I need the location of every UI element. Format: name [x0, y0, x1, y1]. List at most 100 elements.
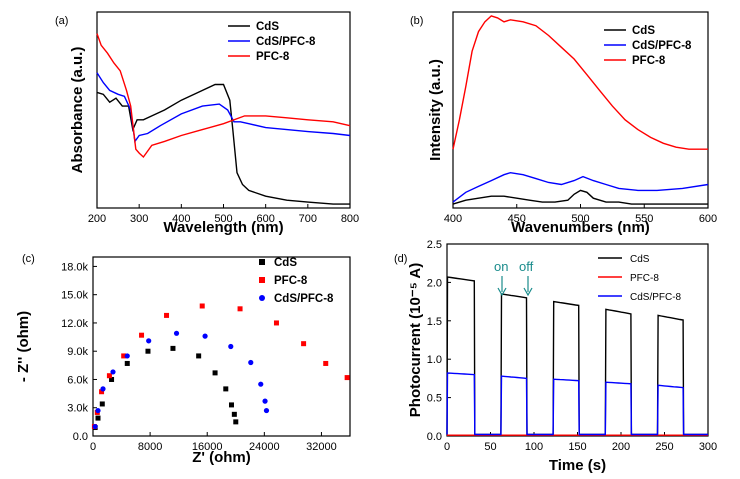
panel-d-legend-label: PFC-8 — [630, 273, 659, 284]
panel-c-xtick-label: 32000 — [306, 441, 337, 453]
panel-c-legend-label: PFC-8 — [274, 275, 308, 287]
panel-c-data-point — [228, 402, 234, 408]
panel-b-label: (b) — [410, 15, 423, 27]
panel-a-xtick-label: 400 — [172, 213, 190, 225]
panel-d-ylabel: Photocurrent (10⁻⁵ A) — [407, 263, 424, 417]
panel-c-data-point — [263, 407, 270, 414]
panel-b-legend-label: CdS/PFC-8 — [632, 40, 692, 52]
panel-c-legend-marker — [259, 259, 265, 265]
panel-c-data-point — [202, 333, 208, 339]
panel-d-series-line — [446, 372, 708, 436]
panel-c-data-point — [139, 332, 145, 338]
panel-b-xlabel: Wavenumbers (nm) — [511, 219, 650, 236]
panel-b-xtick-label: 450 — [508, 213, 526, 225]
panel-b-series-line — [452, 15, 708, 150]
panel-d-label: (d) — [394, 253, 407, 265]
panel-c-data-point — [110, 369, 116, 375]
panel-c-data-point — [173, 330, 180, 336]
panel-c-xtick-label: 24000 — [249, 441, 280, 453]
panel-d-ytick-label: 1.0 — [427, 354, 442, 366]
panel-c-data-point — [228, 343, 234, 350]
panel-a-legend-label: CdS/PFC-8 — [256, 36, 316, 48]
panel-b-xtick-label: 500 — [571, 213, 589, 225]
panel-c-data-point — [124, 360, 130, 366]
panel-c-data-point — [323, 360, 329, 366]
panel-c-data-point — [258, 381, 264, 387]
panel-c-data-point — [145, 348, 151, 354]
panel-d-ytick-label: 0.0 — [427, 431, 442, 443]
panel-d-ytick-label: 2.5 — [427, 239, 442, 251]
panel-c-ytick-label: 15.0k — [61, 290, 88, 302]
panel-c-legend-label: CdS — [274, 257, 297, 269]
panel-a-series-line — [96, 33, 351, 159]
panel-d-xtick-label: 300 — [699, 441, 717, 453]
panel-c-data-point — [212, 370, 218, 376]
panel-d-legend-label: CdS — [630, 254, 650, 265]
panel-d-annotation-off: off — [519, 259, 534, 274]
plot-frame-d — [446, 243, 709, 437]
panel-a-series-line — [96, 83, 350, 205]
panel-c-ytick-label: 12.0k — [61, 318, 88, 330]
panel-c-data-point — [231, 411, 237, 417]
panel-a-xlabel: Wavelength (nm) — [163, 219, 283, 236]
panel-d-ytick-label: 2.0 — [427, 277, 442, 289]
panel-c-ytick-label: 3.0k — [67, 403, 88, 415]
panel-c-xtick-label: 16000 — [192, 441, 223, 453]
panel-c-ylabel: - Z'' (ohm) — [15, 311, 32, 382]
panel-c-data-point — [100, 386, 106, 392]
panel-b-xtick-label: 600 — [699, 213, 717, 225]
panel-d-annotation-on: on — [494, 259, 508, 274]
panel-d-arrowhead-off — [523, 287, 533, 297]
panel-c-ytick-label: 18.0k — [61, 261, 88, 273]
panel-c-data-point — [196, 353, 202, 359]
panel-d-ytick-label: 0.5 — [427, 393, 442, 405]
panel-c-xtick-label: 0 — [90, 441, 96, 453]
panel-d-xtick-label: 250 — [655, 441, 673, 453]
panel-b-ylabel: Intensity (a.u.) — [427, 59, 444, 161]
panel-c-legend-marker — [259, 277, 265, 283]
panel-c-legend-marker — [259, 295, 265, 301]
panel-c-ytick-label: 6.0k — [67, 374, 88, 386]
panel-d-xtick-label: 100 — [525, 441, 543, 453]
panel-a-xtick-label: 300 — [130, 213, 148, 225]
panel-a-label: (a) — [55, 15, 68, 27]
panel-c-data-point — [248, 359, 254, 366]
panel-c-data-point — [199, 303, 205, 309]
panel-c-data-point — [344, 375, 350, 381]
panel-a-legend-label: CdS — [256, 21, 279, 33]
panel-c-ytick-label: 9.0k — [67, 346, 88, 358]
panel-c-data-point — [262, 398, 268, 404]
panel-a-xtick-label: 800 — [341, 213, 359, 225]
panel-b-xtick-label: 550 — [635, 213, 653, 225]
panel-c-data-point — [273, 320, 279, 326]
panel-c-data-point — [164, 312, 170, 318]
panel-a-ylabel: Absorbance (a.u.) — [69, 47, 86, 174]
panel-d-ytick-label: 1.5 — [427, 316, 442, 328]
panel-d-arrowhead-on — [497, 287, 507, 297]
panel-c-data-point — [121, 353, 127, 359]
panel-c-label: (c) — [22, 253, 35, 265]
panel-b-legend-label: CdS — [632, 25, 655, 37]
panel-c-data-point — [301, 341, 307, 347]
panel-c-data-point — [99, 389, 105, 395]
panel-d-xlabel: Time (s) — [549, 457, 606, 474]
panel-c-data-point — [95, 407, 101, 414]
panel-a-series-line — [96, 72, 351, 144]
panel-c-legend-label: CdS/PFC-8 — [274, 293, 334, 305]
panel-d-xtick-label: 200 — [612, 441, 630, 453]
panel-c-data-point — [170, 345, 176, 351]
panel-a-xtick-label: 500 — [214, 213, 232, 225]
panel-c-data-point — [106, 373, 112, 379]
panel-c-data-point — [109, 376, 115, 382]
panel-b-series-line — [452, 189, 708, 205]
panel-c-data-point — [99, 401, 105, 407]
panel-a-legend-label: PFC-8 — [256, 51, 290, 63]
panel-a-xtick-label: 700 — [299, 213, 317, 225]
panel-a-xtick-label: 600 — [256, 213, 274, 225]
panel-d-legend-label: CdS/PFC-8 — [630, 292, 682, 303]
panel-d-series-line — [446, 276, 708, 436]
panel-c-data-point — [237, 306, 243, 312]
panel-b-legend-label: PFC-8 — [632, 55, 666, 67]
panel-c-ytick-label: 0.0 — [73, 431, 88, 443]
